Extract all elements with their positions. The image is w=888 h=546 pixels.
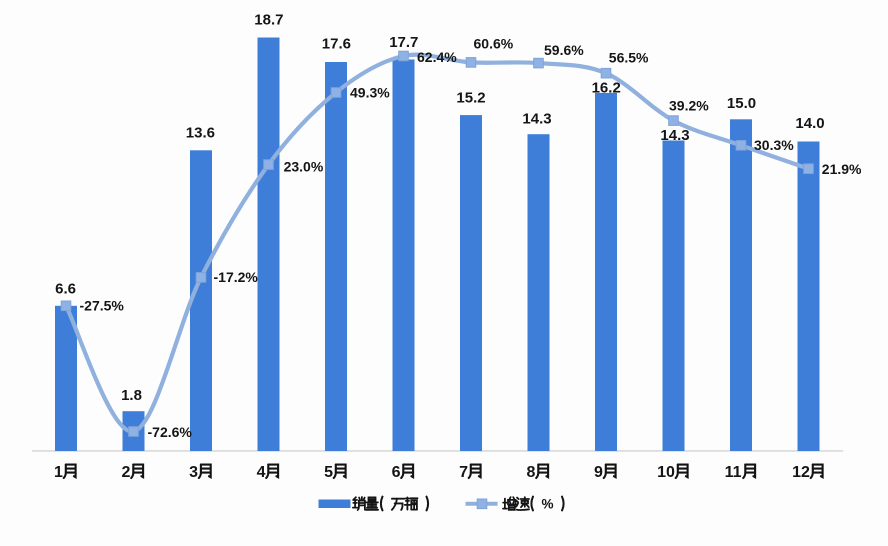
svg-text:8: 8 (527, 464, 536, 481)
svg-text:10: 10 (657, 464, 675, 481)
svg-text:30.3%: 30.3% (754, 137, 794, 153)
svg-text:1: 1 (54, 464, 63, 481)
svg-text:16.2: 16.2 (592, 79, 621, 96)
svg-text:-17.2%: -17.2% (214, 269, 259, 285)
svg-text:18.7: 18.7 (254, 12, 283, 29)
svg-text:60.6%: 60.6% (474, 36, 514, 52)
svg-text:12: 12 (792, 464, 810, 481)
svg-text:15.2: 15.2 (456, 89, 485, 106)
svg-text:59.6%: 59.6% (544, 42, 584, 58)
svg-text:14.3: 14.3 (522, 110, 551, 127)
svg-text:-27.5%: -27.5% (80, 298, 125, 314)
svg-text:13.6: 13.6 (186, 125, 215, 142)
svg-text:49.3%: 49.3% (350, 85, 390, 101)
svg-text:5: 5 (324, 464, 333, 481)
svg-text:14.3: 14.3 (660, 127, 689, 144)
svg-text:56.5%: 56.5% (609, 50, 649, 66)
svg-text:1.8: 1.8 (121, 387, 142, 404)
svg-text:15.0: 15.0 (727, 95, 756, 112)
svg-text:4: 4 (257, 464, 266, 481)
svg-text:3: 3 (189, 464, 198, 481)
svg-text:2: 2 (122, 464, 131, 481)
svg-text:39.2%: 39.2% (669, 97, 709, 113)
svg-text:6: 6 (392, 464, 401, 481)
svg-text:%: % (542, 497, 554, 512)
svg-text:11: 11 (725, 464, 742, 481)
svg-text:6.6: 6.6 (55, 280, 76, 297)
svg-text:9: 9 (594, 464, 603, 481)
svg-text:-72.6%: -72.6% (148, 424, 193, 440)
svg-text:7: 7 (459, 464, 468, 481)
svg-text:14.0: 14.0 (795, 115, 824, 132)
svg-text:17.6: 17.6 (322, 36, 351, 53)
svg-text:62.4%: 62.4% (417, 49, 457, 65)
svg-text:21.9%: 21.9% (822, 161, 862, 177)
svg-text:23.0%: 23.0% (284, 159, 324, 175)
svg-text:17.7: 17.7 (389, 34, 418, 51)
